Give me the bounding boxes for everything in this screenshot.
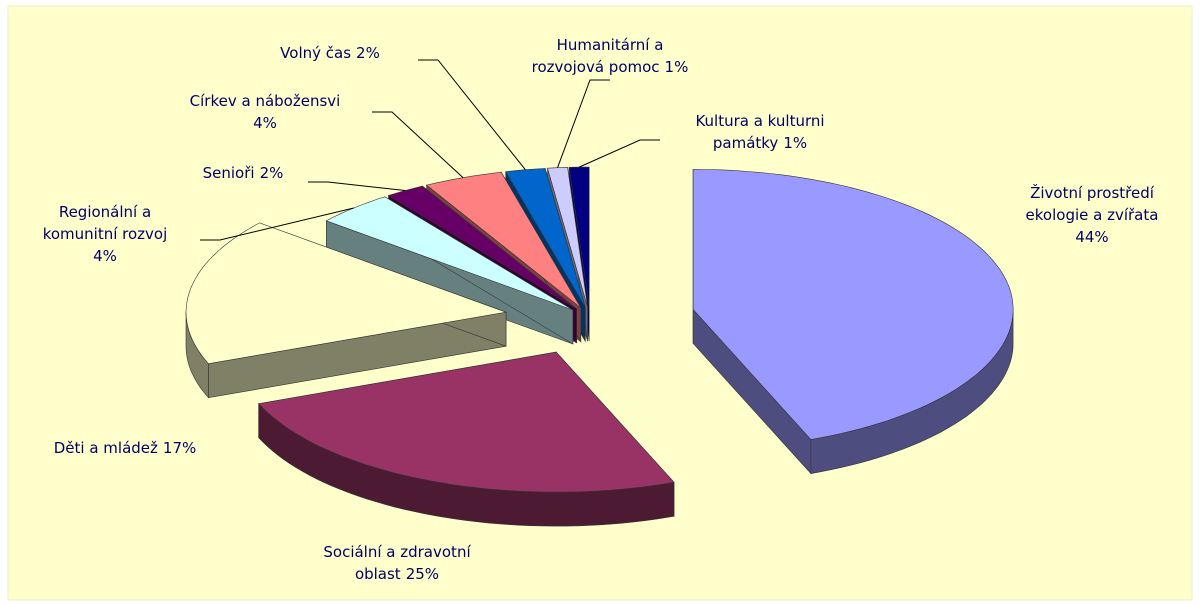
value-label: 1%	[783, 134, 807, 152]
slice	[185, 222, 508, 365]
value-label: 4%	[93, 247, 117, 265]
value-label: 4%	[253, 114, 277, 132]
leader-line	[372, 111, 464, 179]
value-label: 17%	[163, 439, 196, 457]
slice-label: Kultura a kulturni památky	[695, 112, 824, 152]
leader-line	[557, 79, 610, 168]
value-label: 1%	[665, 58, 689, 76]
leader-line	[200, 207, 354, 241]
slice	[258, 351, 675, 493]
leader-line	[308, 181, 406, 192]
slice-label: Životní prostředí ekologie a zvířata	[1026, 183, 1159, 224]
value-label: 2%	[356, 44, 380, 62]
slice-label: Humanitární a rozvojová pomoc	[532, 36, 664, 76]
slice	[425, 171, 582, 309]
slice-label: Senioři	[203, 164, 255, 182]
slice-label: Církev a nábožensvi	[190, 92, 341, 110]
value-label: 25%	[406, 565, 439, 583]
slice-label: Děti a mládež	[54, 439, 158, 457]
slice-label: Sociální a zdravotní oblast	[323, 543, 471, 583]
leader-line	[578, 139, 660, 168]
value-label: 2%	[260, 164, 284, 182]
slice-label: Volný čas	[280, 44, 351, 62]
leader-line	[418, 59, 526, 171]
slice-label: Regionální a komunitní rozvoj	[43, 203, 168, 243]
value-label: 44%	[1075, 228, 1108, 246]
slice	[505, 168, 586, 308]
slice	[692, 169, 1014, 440]
